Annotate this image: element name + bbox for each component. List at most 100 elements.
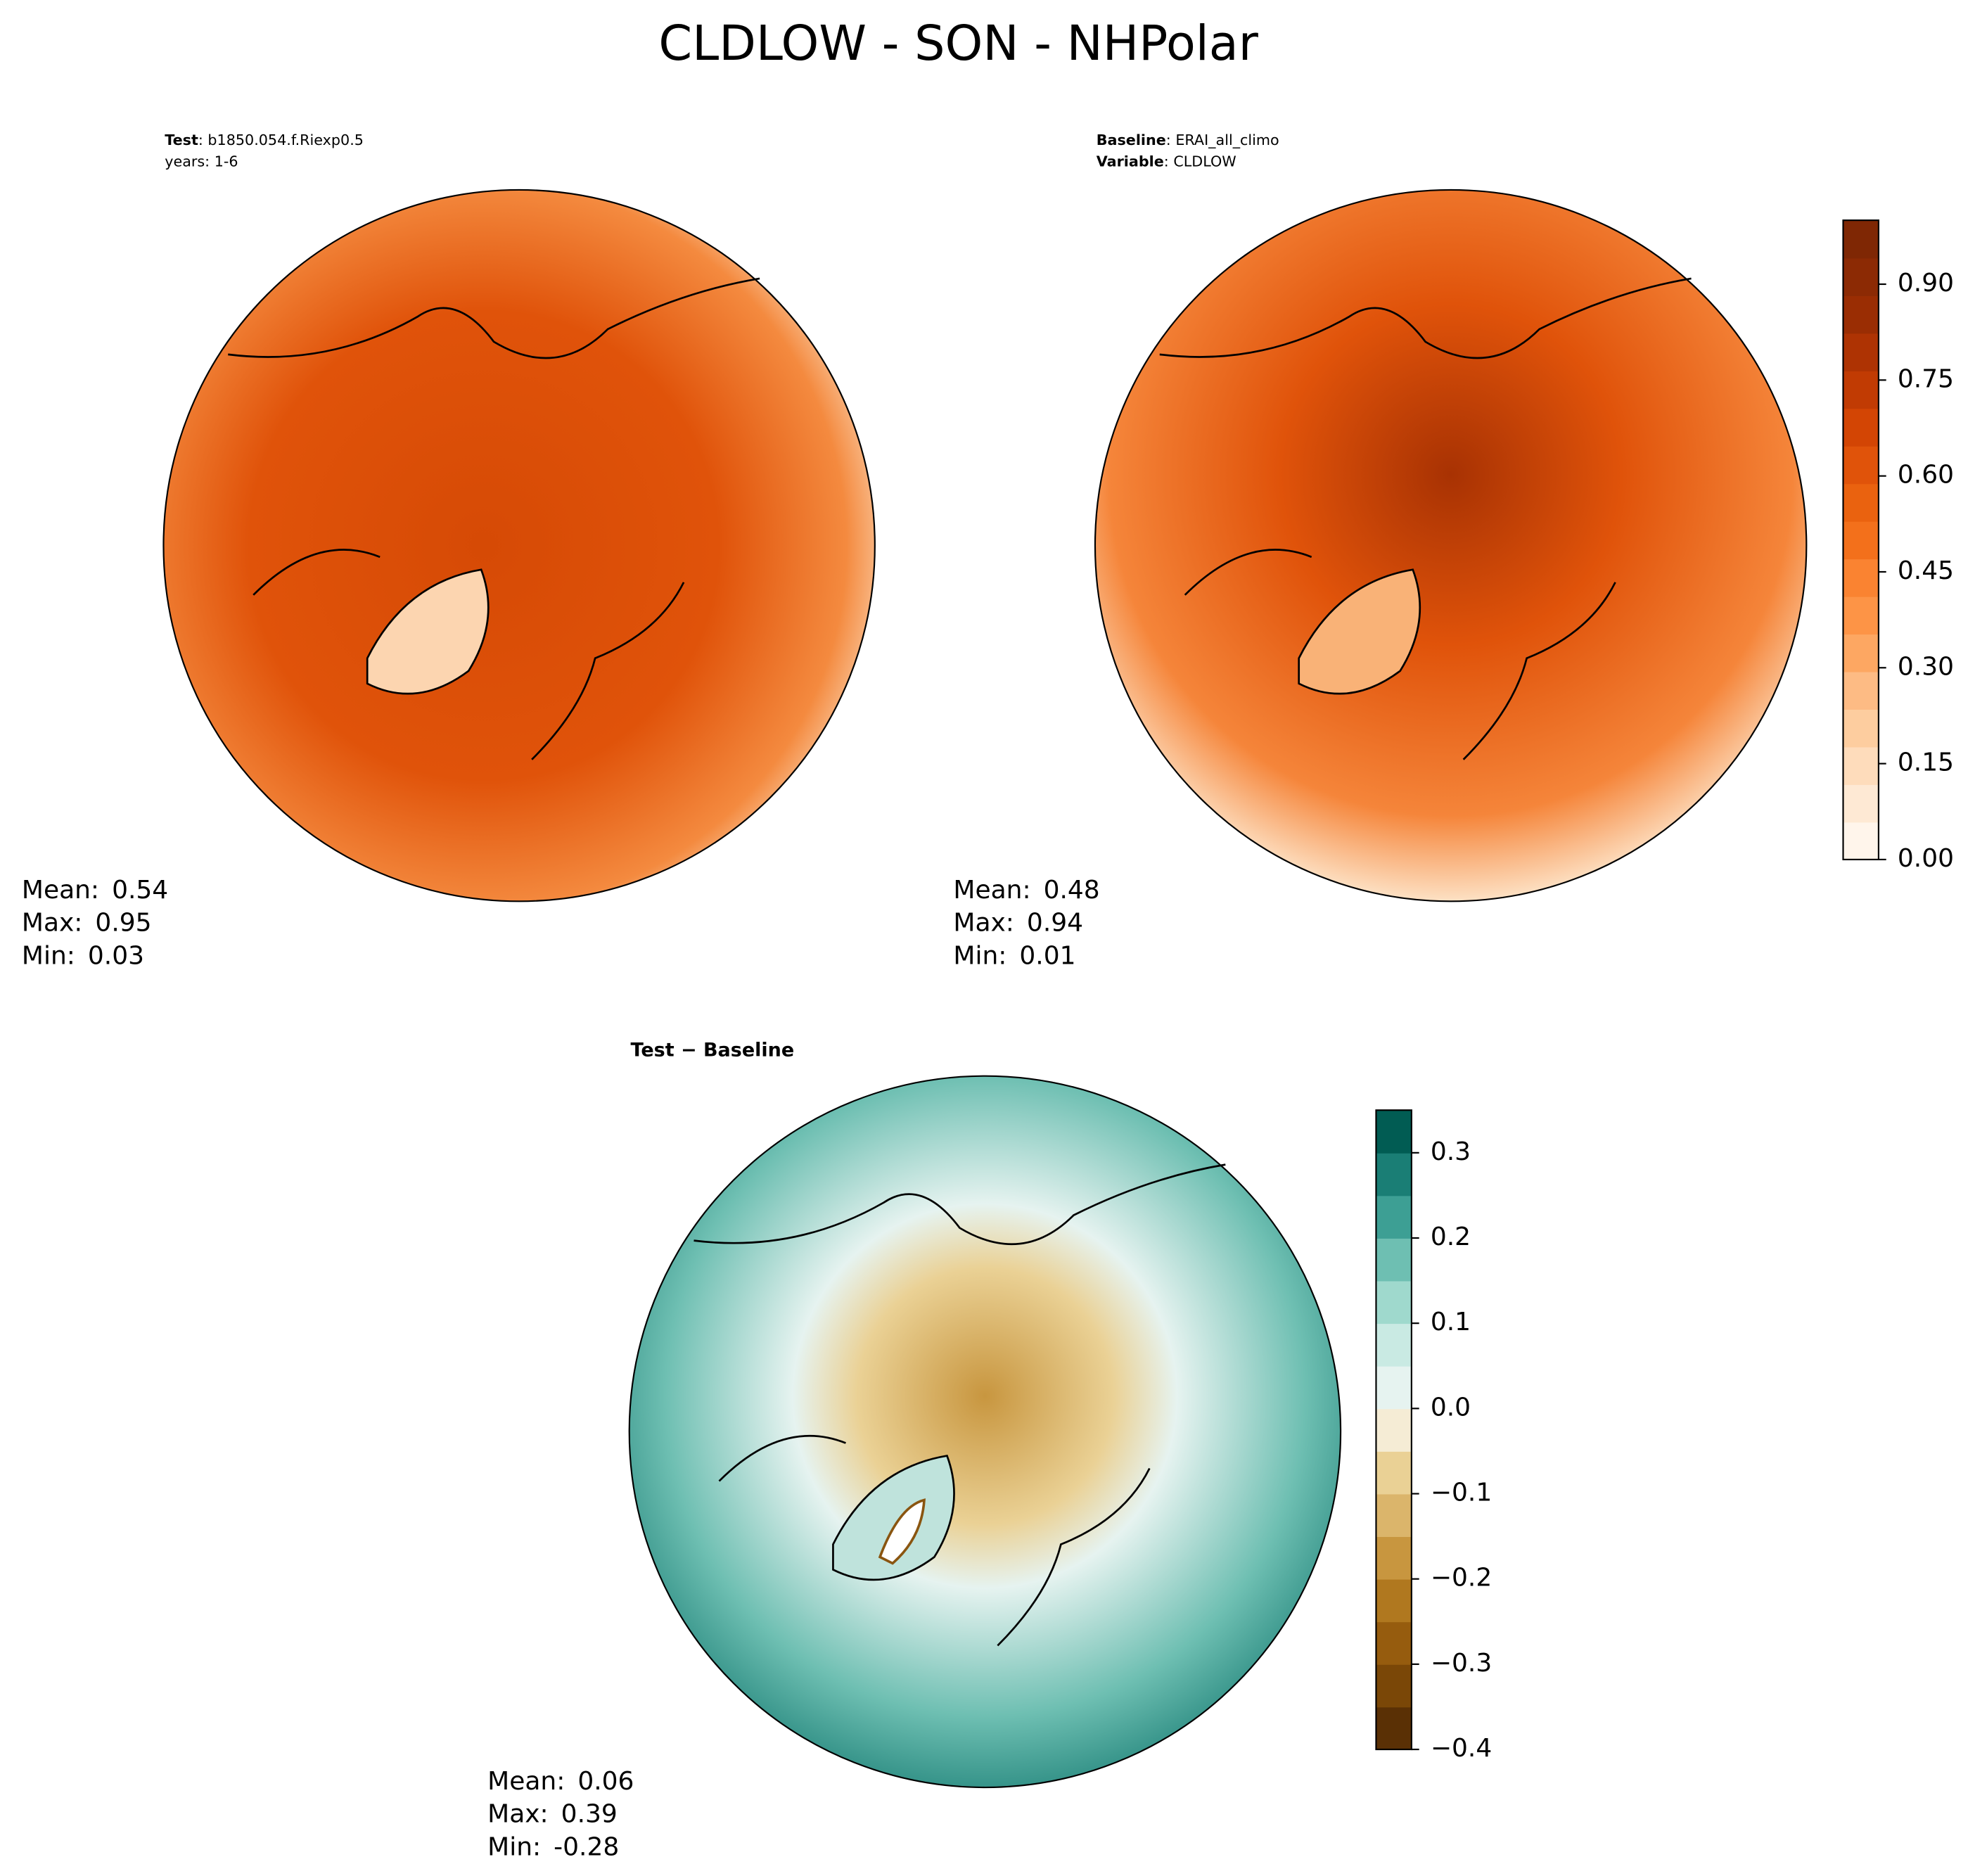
annotation-part: : ERAI_all_climo [1166,132,1279,149]
stat-label: Mean: [487,1767,565,1796]
colorbar-tick-label: 0.30 [1898,652,1954,681]
stat-value: 0.06 [577,1767,634,1796]
coastline [1298,568,1421,695]
colorbar-band [1376,1621,1412,1665]
map-2 [1094,189,1808,902]
annotation-part: years: 1-6 [165,153,238,170]
panel-annotation: Test − Baseline [631,1039,795,1061]
stat-label: Max: [22,909,83,938]
colorbar-band [1843,333,1879,371]
colorbar-band [1376,1280,1412,1325]
stat-value: 0.95 [95,909,151,938]
colorbar-band [1843,559,1879,597]
figure-title: CLDLOW - SON - NHPolar [658,16,1258,72]
colorbar-tick-label: 0.3 [1431,1137,1471,1166]
colorbar-band [1376,1195,1412,1239]
colorbar-tick-label: 0.00 [1898,844,1954,873]
colorbar-band [1843,483,1879,522]
colorbar-band [1843,709,1879,748]
annotation-part: Test − Baseline [631,1039,795,1061]
colorbar-tick-label: 0.1 [1431,1308,1471,1336]
colorbar-band [1376,1578,1412,1623]
coastline [694,1163,1226,1647]
panel-annotation: Variable: CLDLOW [1097,153,1236,170]
coastline [228,277,760,760]
colorbar-band [1376,1493,1412,1538]
stat-value: 0.54 [112,876,168,905]
annotation-part: Baseline [1097,132,1166,148]
colorbar-band [1376,1706,1412,1750]
panel-annotation: Baseline: ERAI_all_climo [1097,132,1279,149]
colorbar-frame [1375,1109,1412,1751]
colorbar-tick-label: 0.75 [1898,364,1954,393]
stat-line: Min: -0.28 [487,1832,619,1861]
stat-line: Max: 0.95 [22,909,152,938]
colorbar-band [1843,671,1879,710]
stat-line: Mean: 0.54 [22,876,168,905]
stat-value: -0.28 [554,1832,619,1861]
colorbar-band [1843,220,1879,259]
map-1 [162,189,876,902]
map-disc [628,1075,1342,1789]
stat-value: 0.01 [1019,941,1075,970]
colorbar-tick-label: 0.45 [1898,556,1954,585]
colorbar-tick-label: −0.1 [1431,1479,1492,1507]
colorbar-band [1843,257,1879,296]
colorbar-tick-label: 0.2 [1431,1223,1471,1251]
colorbar-band [1376,1323,1412,1367]
coastline [366,568,490,695]
stat-line: Min: 0.03 [22,941,144,970]
colorbar-band [1376,1365,1412,1410]
annotation-part: : CLDLOW [1164,153,1236,170]
colorbar-tick-label: 0.0 [1431,1393,1471,1422]
map-disc [162,189,876,902]
stat-line: Max: 0.39 [487,1800,618,1829]
stat-label: Min: [22,941,75,970]
colorbar-band [1376,1408,1412,1452]
stat-value: 0.94 [1027,909,1083,938]
colorbar-band [1376,1536,1412,1580]
colorbar-tick-label: 0.90 [1898,269,1954,298]
colorbar-band [1376,1238,1412,1282]
annotation-part: Test [165,132,198,148]
colorbar-band [1843,822,1879,860]
panel-annotation: years: 1-6 [165,153,238,170]
annotation-part: : b1850.054.f.Riexp0.5 [198,132,364,148]
stat-line: Max: 0.94 [953,909,1083,938]
annotation-part: Variable [1097,153,1164,170]
colorbar-band [1843,408,1879,447]
map-disc [1094,189,1808,902]
colorbar-band [1376,1152,1412,1197]
stat-value: 0.48 [1044,876,1100,905]
colorbar-tick-label: −0.4 [1431,1734,1492,1763]
colorbar-tick-label: −0.2 [1431,1564,1492,1593]
colorbar-band [1843,445,1879,485]
stat-line: Mean: 0.48 [953,876,1099,905]
colorbar-band [1376,1450,1412,1495]
colorbar-tick-label: −0.3 [1431,1649,1492,1678]
stat-line: Min: 0.01 [953,941,1075,970]
stat-value: 0.39 [561,1800,618,1829]
colorbar-band [1843,634,1879,672]
colorbar-band [1376,1110,1412,1154]
colorbar-band [1843,295,1879,334]
colorbar-tick-label: 0.15 [1898,748,1954,777]
coastline [878,1498,926,1565]
stat-label: Max: [953,909,1014,938]
stat-label: Max: [487,1800,549,1829]
panel-annotation: Test: b1850.054.f.Riexp0.5 [165,132,364,148]
map-3 [628,1075,1342,1789]
colorbar-band [1843,746,1879,785]
stat-label: Mean: [22,876,99,905]
stat-value: 0.03 [88,941,144,970]
coastline [1159,277,1692,760]
stat-label: Min: [487,1832,541,1861]
colorbar-band [1843,596,1879,635]
colorbar-band [1843,521,1879,560]
colorbar-frame [1842,219,1879,861]
colorbar-band [1843,370,1879,409]
stat-label: Mean: [953,876,1030,905]
colorbar-tick-label: 0.60 [1898,461,1954,490]
